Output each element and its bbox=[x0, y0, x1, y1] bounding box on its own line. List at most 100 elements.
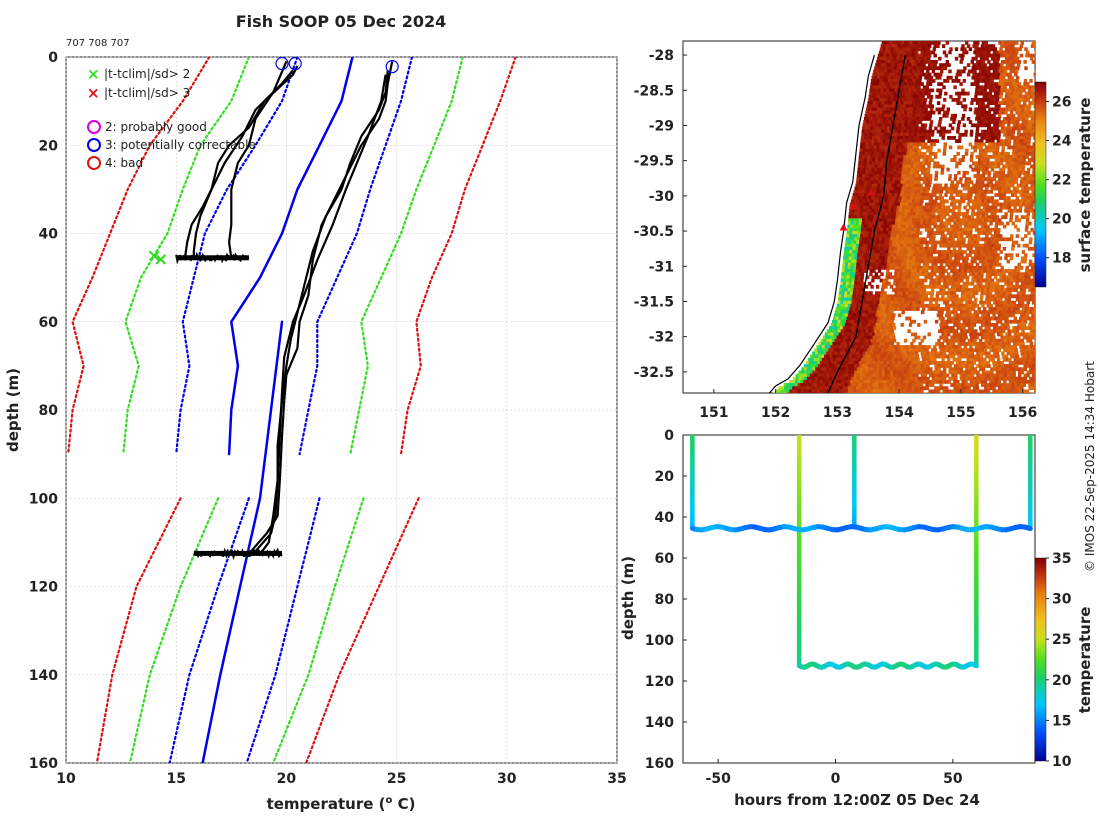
sst-cell bbox=[1018, 110, 1022, 115]
sst-cell bbox=[987, 310, 992, 315]
sst-cell bbox=[915, 98, 919, 102]
sst-cell bbox=[921, 205, 926, 210]
sst-cell bbox=[975, 155, 979, 159]
sst-cell bbox=[889, 158, 893, 162]
sst-cell bbox=[956, 221, 960, 226]
sst-cell bbox=[861, 224, 865, 229]
sst-cell bbox=[1033, 91, 1035, 96]
sst-cell bbox=[952, 294, 956, 299]
sst-cell bbox=[1003, 60, 1008, 64]
sst-cell bbox=[901, 167, 906, 172]
sst-cell bbox=[886, 129, 890, 134]
sst-cell bbox=[910, 250, 914, 254]
sst-cell bbox=[1007, 139, 1012, 143]
sst-cell bbox=[864, 132, 868, 137]
sst-cell bbox=[974, 167, 978, 172]
sst-cell bbox=[933, 265, 938, 270]
sst-cell bbox=[848, 281, 852, 286]
sst-cell bbox=[855, 224, 860, 229]
sst-cell bbox=[982, 98, 986, 102]
sst-cell bbox=[968, 120, 973, 124]
sst-cell bbox=[1021, 167, 1025, 172]
sst-cell bbox=[859, 174, 863, 178]
sst-cell bbox=[1011, 246, 1015, 251]
sst-cell bbox=[979, 329, 984, 334]
sst-cell bbox=[1000, 151, 1005, 156]
sst-cell bbox=[881, 148, 886, 153]
sst-cell bbox=[923, 189, 927, 194]
sst-cell bbox=[1021, 145, 1025, 150]
sst-cell bbox=[974, 56, 978, 61]
sst-cell bbox=[868, 107, 873, 112]
sst-cell bbox=[946, 250, 951, 254]
sst-cell bbox=[1016, 183, 1020, 188]
sst-cell bbox=[962, 240, 966, 245]
sst-cell bbox=[1010, 208, 1014, 213]
sst-cell bbox=[860, 329, 864, 334]
sst-cell bbox=[892, 151, 896, 156]
sst-cell bbox=[925, 262, 930, 267]
sst-cell bbox=[900, 158, 904, 162]
sst-cell bbox=[928, 126, 933, 131]
sst-cell bbox=[898, 113, 902, 118]
sst-cell bbox=[919, 88, 923, 93]
sst-cell bbox=[1013, 275, 1017, 280]
sst-cell bbox=[996, 310, 1000, 315]
sst-cell bbox=[1023, 189, 1027, 194]
sst-cell bbox=[885, 107, 889, 112]
sst-cell bbox=[876, 170, 880, 175]
sst-cell bbox=[874, 297, 878, 302]
sst-cell bbox=[999, 208, 1003, 213]
sst-cell bbox=[999, 196, 1003, 200]
sst-cell bbox=[958, 53, 962, 58]
sst-cell bbox=[893, 253, 897, 258]
sst-cell bbox=[1028, 180, 1032, 185]
sst-cell bbox=[884, 262, 888, 267]
sst-cell bbox=[987, 319, 992, 324]
sst-cell bbox=[949, 94, 953, 99]
sst-cell bbox=[880, 63, 885, 67]
sst-cell bbox=[994, 243, 999, 248]
sst-cell bbox=[1003, 155, 1007, 159]
sst-cell bbox=[986, 158, 990, 162]
sst-cell bbox=[1012, 69, 1016, 74]
sst-cell bbox=[950, 288, 954, 292]
sst-cell bbox=[900, 323, 904, 327]
sst-cell bbox=[1009, 212, 1014, 216]
sst-cell bbox=[952, 332, 956, 337]
sst-cell bbox=[889, 199, 894, 204]
sst-cell bbox=[901, 208, 906, 213]
sst-cell bbox=[845, 284, 849, 289]
sst-cell bbox=[917, 60, 922, 64]
sst-cell bbox=[1034, 303, 1035, 308]
sst-cell bbox=[853, 284, 858, 289]
sst-cell bbox=[980, 202, 984, 207]
sst-cell bbox=[945, 113, 949, 118]
sst-cell bbox=[1031, 265, 1035, 270]
sst-cell bbox=[850, 265, 854, 270]
sst-cell bbox=[957, 278, 961, 283]
sst-cell bbox=[996, 170, 1000, 175]
sst-cell bbox=[998, 326, 1002, 330]
sst-cell bbox=[859, 284, 863, 289]
sst-cell bbox=[886, 303, 891, 308]
sst-cell bbox=[973, 189, 977, 194]
sst-cell bbox=[877, 332, 881, 337]
sst-cell bbox=[973, 338, 977, 343]
sst-cell bbox=[1033, 72, 1035, 77]
sst-cell bbox=[921, 142, 925, 147]
sst-cell bbox=[860, 250, 864, 254]
sst-cell bbox=[951, 300, 955, 305]
sst-cell bbox=[962, 98, 966, 102]
sst-cell bbox=[1026, 82, 1030, 86]
sst-cell bbox=[918, 107, 923, 112]
sst-cell bbox=[992, 338, 997, 343]
sst-cell bbox=[917, 69, 922, 74]
sst-cell bbox=[889, 265, 893, 270]
sst-cell bbox=[843, 253, 847, 258]
y-tick-label: 40 bbox=[39, 227, 59, 243]
sst-cell bbox=[943, 145, 947, 150]
sst-cell bbox=[933, 224, 937, 229]
sst-cell bbox=[1029, 338, 1033, 343]
sst-cell bbox=[1021, 294, 1026, 299]
